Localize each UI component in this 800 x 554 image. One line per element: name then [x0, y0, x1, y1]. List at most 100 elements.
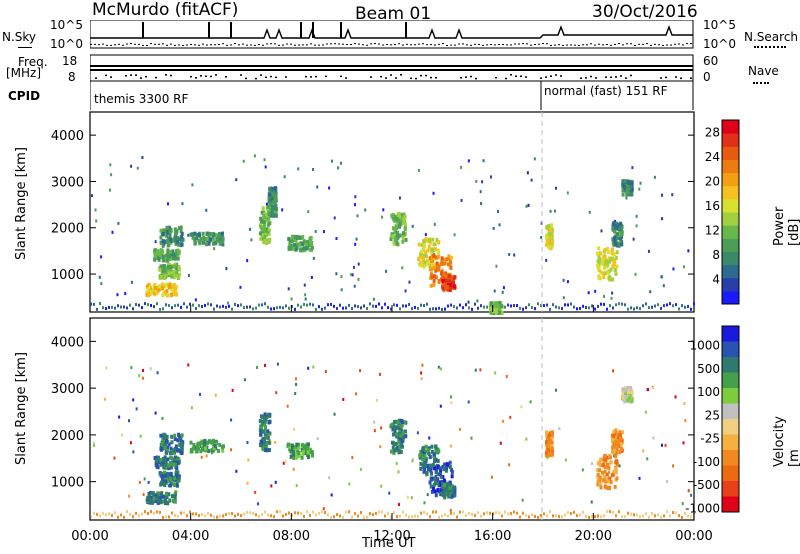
scatter-cell — [227, 301, 230, 305]
echo-cell — [153, 286, 157, 291]
echo-cell — [288, 239, 292, 244]
echo-cell — [308, 239, 312, 244]
echo-cell — [177, 442, 181, 447]
echo-cell — [611, 240, 615, 245]
nave-point — [135, 74, 137, 76]
ground-scatter-cell — [393, 303, 395, 307]
echo-cell — [177, 476, 181, 481]
echo-cell — [165, 258, 169, 263]
echo-cell — [598, 479, 602, 484]
colorbar-swatch — [722, 357, 739, 373]
ground-scatter-cell — [633, 307, 635, 311]
nsearch-point — [170, 43, 172, 45]
nsearch-point — [442, 43, 444, 45]
echo-cell — [547, 232, 551, 237]
ground-scatter-cell — [180, 511, 182, 515]
scatter-cell — [373, 429, 376, 433]
echo-cell — [156, 288, 160, 293]
scatter-cell — [690, 493, 693, 497]
ground-scatter-cell — [561, 307, 563, 311]
echo-cell — [430, 471, 434, 476]
echo-cell — [432, 264, 436, 269]
scatter-cell — [105, 366, 108, 370]
echo-cell — [195, 233, 199, 238]
scatter-cell — [540, 236, 543, 240]
echo-cell — [175, 271, 179, 276]
echo-cell — [173, 287, 177, 292]
scatter-cell — [495, 264, 498, 268]
ground-scatter-cell — [225, 513, 227, 517]
scatter-cell — [290, 297, 293, 301]
nsearch-point — [626, 43, 628, 45]
scatter-cell — [191, 183, 194, 187]
nsearch-point — [338, 43, 340, 45]
ground-scatter-cell — [378, 510, 380, 514]
nsearch-point — [434, 44, 436, 46]
scatter-cell — [634, 272, 637, 276]
nsearch-point — [202, 43, 204, 45]
echo-cell — [153, 257, 157, 262]
echo-cell — [287, 236, 291, 241]
scatter-cell — [147, 480, 150, 484]
ground-scatter-cell — [384, 514, 386, 518]
echo-cell — [211, 438, 215, 443]
nave-point — [200, 75, 202, 77]
nave-point — [540, 77, 542, 79]
ground-scatter-cell — [486, 511, 488, 515]
echo-cell — [159, 264, 163, 269]
scatter-cell — [681, 502, 684, 506]
echo-cell — [218, 443, 222, 448]
echo-cell — [301, 248, 305, 253]
ground-scatter-cell — [636, 513, 638, 517]
echo-cell — [424, 237, 428, 242]
echo-cell — [163, 441, 167, 446]
echo-cell — [431, 476, 435, 481]
scatter-cell — [307, 366, 310, 370]
echo-cell — [295, 246, 299, 251]
echo-cell — [274, 207, 278, 212]
echo-cell — [162, 229, 166, 234]
echo-cell — [603, 457, 607, 462]
echo-cell — [613, 435, 617, 440]
scatter-cell — [420, 377, 423, 381]
scatter-cell — [316, 185, 319, 189]
echo-cell — [175, 284, 179, 289]
colorbar-swatch — [722, 264, 739, 279]
echo-cell — [152, 287, 156, 292]
scatter-cell — [449, 444, 452, 448]
ground-scatter-cell — [309, 513, 311, 517]
scatter-cell — [100, 255, 103, 259]
nsearch-point — [298, 44, 300, 46]
scatter-cell — [276, 362, 279, 366]
ground-scatter-cell — [585, 305, 587, 309]
echo-cell — [299, 247, 303, 252]
ground-scatter-cell — [582, 304, 584, 308]
scatter-cell — [194, 298, 197, 302]
nsearch-point — [650, 44, 652, 46]
nave-point — [240, 74, 242, 76]
colorbar-swatch — [722, 133, 739, 147]
scatter-cell — [555, 388, 558, 392]
echo-cell — [442, 483, 446, 488]
echo-cell — [269, 201, 273, 206]
echo-cell — [308, 447, 312, 452]
colorbar-tick-label: -500 — [693, 478, 720, 492]
echo-cell — [260, 232, 264, 237]
echo-cell — [438, 490, 442, 495]
nsearch-point — [422, 43, 424, 45]
echo-cell — [172, 253, 176, 258]
echo-cell — [621, 392, 625, 397]
echo-cell — [447, 254, 451, 259]
colorbar-frame — [721, 119, 740, 305]
echo-cell — [164, 253, 168, 258]
echo-cell — [176, 448, 180, 453]
nave-point — [675, 76, 677, 78]
echo-cell — [267, 419, 271, 424]
echo-cell — [424, 457, 428, 462]
echo-cell — [630, 399, 634, 404]
echo-cell — [611, 439, 615, 444]
echo-cell — [168, 233, 172, 238]
nsearch-point — [250, 44, 252, 46]
echo-cell — [433, 459, 437, 464]
echo-cell — [626, 190, 630, 195]
